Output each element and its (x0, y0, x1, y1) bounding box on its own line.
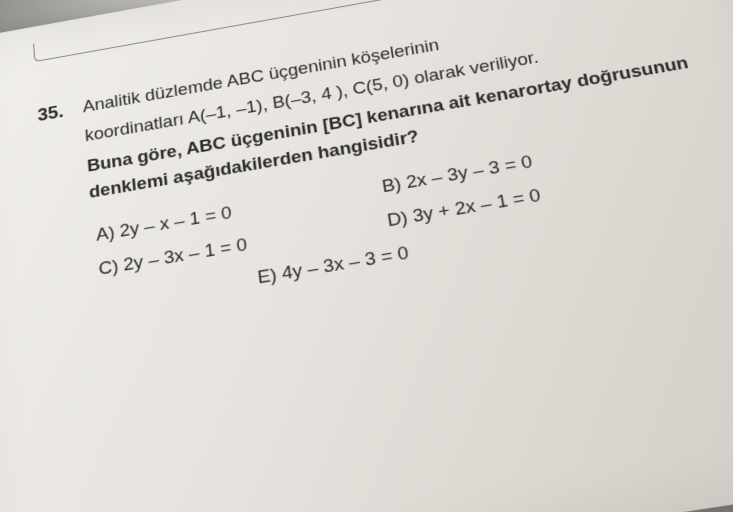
exam-page: E 35. Analitik düzlemde ABC üçgeninin kö… (0, 0, 733, 512)
question-number: 35. (37, 96, 80, 130)
question-body: Analitik düzlemde ABC üçgeninin köşeleri… (82, 0, 732, 323)
question-35: 35. Analitik düzlemde ABC üçgeninin köşe… (37, 0, 733, 331)
